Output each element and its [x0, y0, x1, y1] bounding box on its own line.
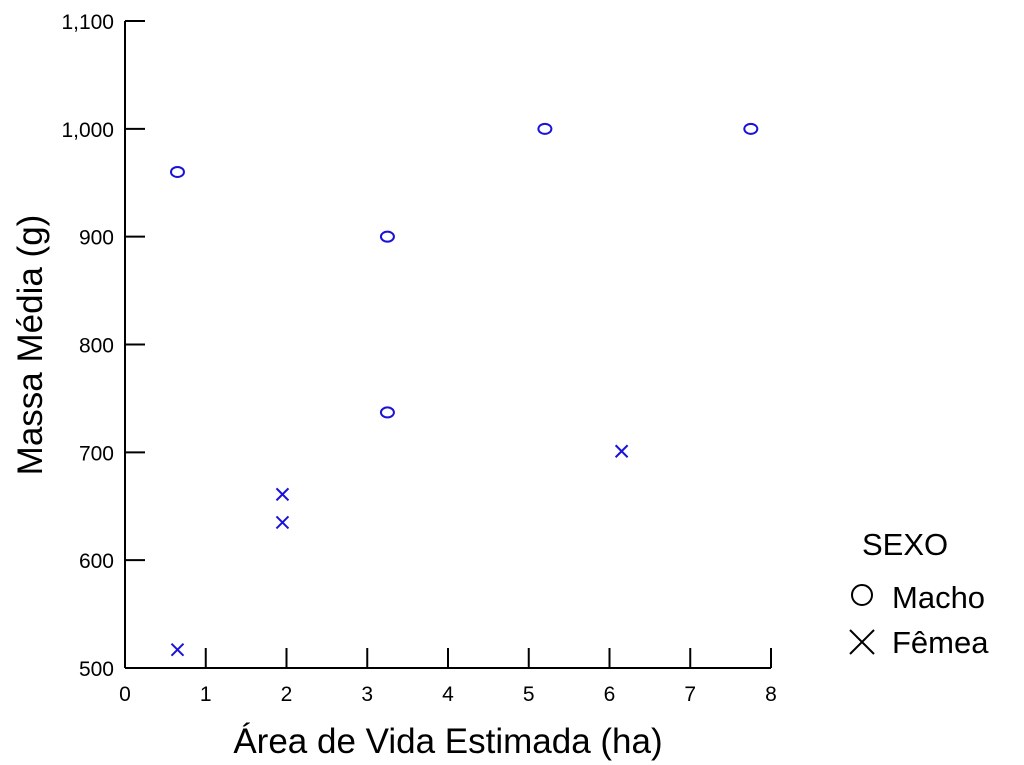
legend-circle-icon	[851, 584, 873, 606]
y-tick-label: 600	[79, 550, 114, 573]
point-femea-stroke	[614, 444, 629, 458]
data-points	[169, 122, 759, 657]
y-tick-label: 700	[79, 442, 114, 465]
legend-x-icon-stroke	[849, 629, 875, 655]
y-tick-label: 1,100	[61, 11, 114, 34]
point-femea	[275, 515, 290, 530]
point-macho	[537, 122, 553, 135]
point-femea	[614, 444, 629, 458]
x-tick-label: 3	[361, 683, 373, 706]
legend-label-femea: Fêmea	[892, 625, 989, 660]
y-tick-label: 900	[79, 227, 114, 250]
x-tick-label: 1	[200, 683, 212, 706]
ticks: 0 1 2 3 4 5 6 7 8 500 600 700 800 900 1,000 1,100	[61, 11, 776, 706]
point-femea-stroke	[170, 642, 185, 657]
x-tick-label: 5	[523, 683, 535, 706]
x-axis-title: Área de Vida Estimada (ha)	[233, 722, 662, 761]
point-macho	[379, 406, 395, 419]
point-macho	[379, 230, 395, 243]
x-tick-label: 7	[684, 683, 696, 706]
point-macho	[743, 122, 759, 135]
y-tick-label: 1,000	[61, 119, 114, 142]
point-femea	[275, 487, 290, 502]
y-axis-title: Massa Média (g)	[11, 215, 50, 476]
x-tick-label: 4	[442, 683, 454, 706]
point-femea-stroke	[275, 487, 290, 502]
point-femea-stroke	[275, 515, 290, 530]
x-tick-label: 0	[119, 683, 131, 706]
point-macho	[169, 165, 185, 178]
x-tick-label: 2	[281, 683, 293, 706]
legend-label-macho: Macho	[892, 580, 985, 615]
axes	[124, 21, 771, 669]
y-tick-label: 500	[79, 658, 114, 681]
x-tick-label: 8	[765, 683, 777, 706]
legend-title: SEXO	[862, 527, 948, 562]
x-tick-label: 6	[604, 683, 616, 706]
y-tick-label: 800	[79, 335, 114, 358]
point-femea	[170, 642, 185, 657]
legend: SEXO Macho Fêmea	[849, 527, 989, 660]
